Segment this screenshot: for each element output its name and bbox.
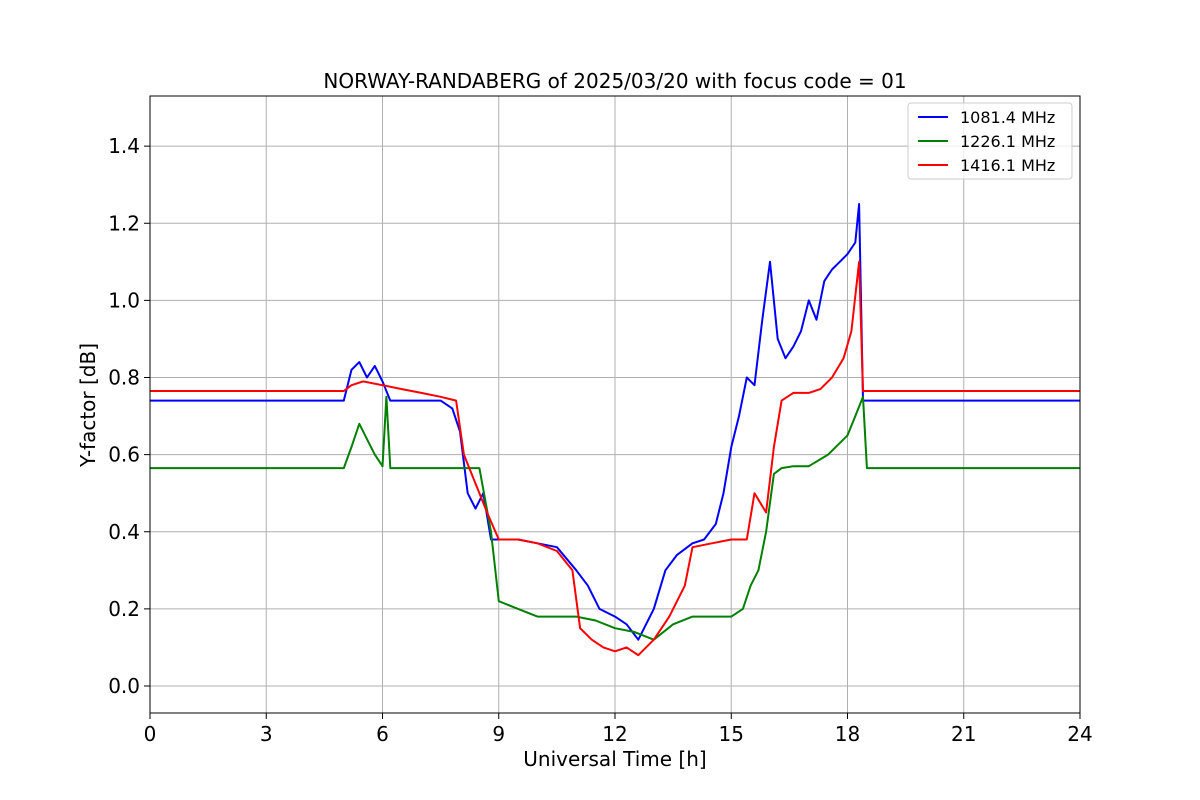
- x-tick-label: 3: [260, 722, 273, 746]
- x-tick-label: 18: [835, 722, 860, 746]
- legend-label: 1416.1 MHz: [960, 156, 1055, 175]
- x-axis-label: Universal Time [h]: [523, 747, 706, 771]
- x-axis-ticks: 0 3 6 9 12 15 18 21 24: [144, 713, 1093, 746]
- legend-label: 1226.1 MHz: [960, 132, 1055, 151]
- y-tick-label: 0.0: [108, 674, 140, 698]
- x-tick-label: 12: [602, 722, 627, 746]
- y-tick-label: 0.2: [108, 597, 140, 621]
- x-tick-label: 24: [1067, 722, 1092, 746]
- y-tick-label: 1.0: [108, 288, 140, 312]
- y-tick-label: 1.4: [108, 134, 140, 158]
- x-tick-label: 15: [719, 722, 744, 746]
- chart-title: NORWAY-RANDABERG of 2025/03/20 with focu…: [323, 69, 906, 93]
- x-tick-label: 6: [376, 722, 389, 746]
- legend-box: [907, 102, 1073, 180]
- series-line-2: [150, 395, 1080, 641]
- x-tick-label: 0: [144, 722, 157, 746]
- legend-label: 1081.4 MHz: [960, 108, 1055, 127]
- x-tick-label: 9: [492, 722, 505, 746]
- plot-series: [150, 203, 1080, 657]
- y-tick-label: 1.2: [108, 211, 140, 235]
- series-line-3: [150, 260, 1080, 657]
- y-axis-label: Y-factor [dB]: [76, 343, 100, 468]
- legend: 1081.4 MHz 1226.1 MHz 1416.1 MHz: [907, 102, 1073, 180]
- y-tick-label: 0.6: [108, 443, 140, 467]
- y-tick-label: 0.4: [108, 520, 140, 544]
- x-tick-label: 21: [951, 722, 976, 746]
- series-line-1: [150, 203, 1080, 641]
- y-axis-ticks: 0.0 0.2 0.4 0.6 0.8 1.0 1.2 1.4: [108, 134, 150, 698]
- y-tick-label: 0.8: [108, 366, 140, 390]
